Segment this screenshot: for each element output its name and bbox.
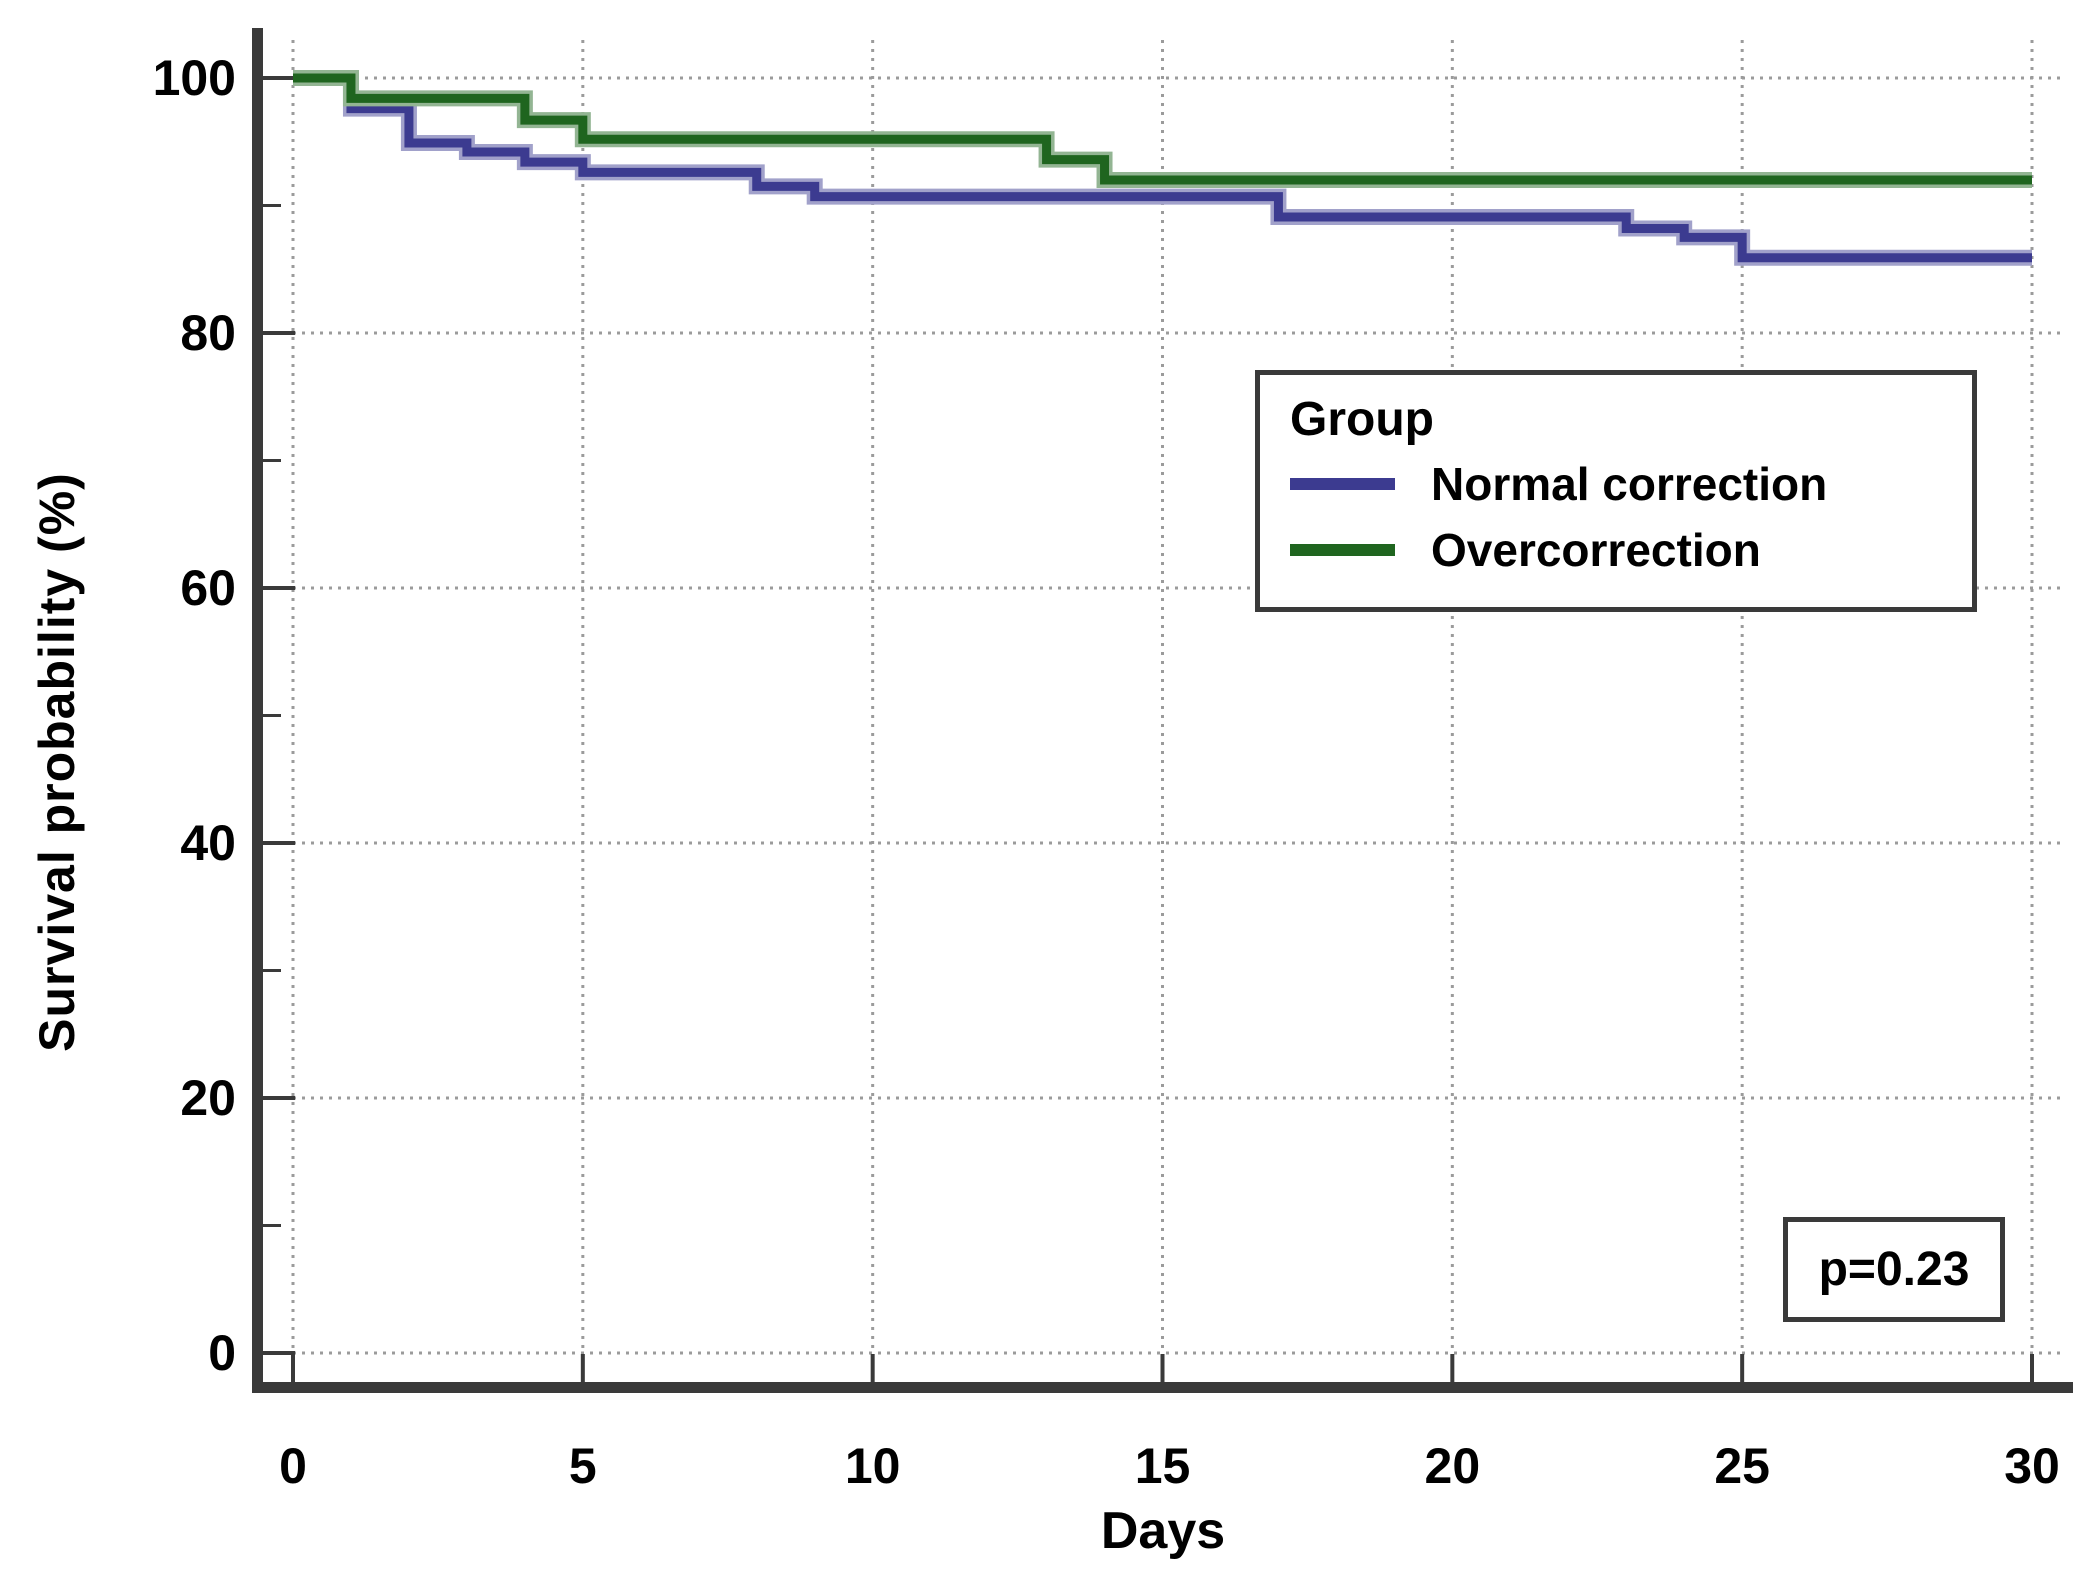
x-axis-line bbox=[252, 1382, 2073, 1393]
x-tick-label-5: 5 bbox=[569, 1438, 597, 1494]
y-tick-label-80: 80 bbox=[180, 305, 236, 361]
legend-item-normal-correction: Normal correction bbox=[1290, 451, 1972, 517]
y-tick-label-40: 40 bbox=[180, 815, 236, 871]
y-tick-label-20: 20 bbox=[180, 1070, 236, 1126]
x-tick-label-10: 10 bbox=[845, 1438, 901, 1494]
y-tick-label-0: 0 bbox=[208, 1325, 236, 1381]
y-axis-title: Survival probability (%) bbox=[29, 472, 85, 1052]
survival-curve-normal-correction bbox=[293, 73, 2032, 263]
legend-item-label: Overcorrection bbox=[1431, 524, 1761, 576]
legend-item-label: Normal correction bbox=[1431, 458, 1828, 510]
legend-box: Group Normal correction Overcorrection bbox=[1255, 370, 1977, 612]
y-tick-label-100: 100 bbox=[153, 50, 236, 106]
y-tick-label-60: 60 bbox=[180, 560, 236, 616]
x-tick-label-30: 30 bbox=[2004, 1438, 2060, 1494]
x-tick-label-15: 15 bbox=[1135, 1438, 1191, 1494]
y-axis-line bbox=[252, 28, 263, 1393]
p-value-box: p=0.23 bbox=[1783, 1217, 2005, 1322]
legend-title: Group bbox=[1290, 393, 1434, 446]
x-tick-label-0: 0 bbox=[279, 1438, 307, 1494]
survival-curve-overcorrection bbox=[293, 73, 2032, 185]
x-tick-label-25: 25 bbox=[1714, 1438, 1770, 1494]
x-axis-title: Days bbox=[1100, 1502, 1226, 1560]
x-tick-label-20: 20 bbox=[1425, 1438, 1481, 1494]
overcorrection-line-swatch bbox=[1290, 544, 1395, 556]
p-value-text: p=0.23 bbox=[1818, 1243, 1970, 1296]
normal-correction-line-swatch bbox=[1290, 478, 1395, 490]
legend-item-overcorrection: Overcorrection bbox=[1290, 517, 1972, 583]
